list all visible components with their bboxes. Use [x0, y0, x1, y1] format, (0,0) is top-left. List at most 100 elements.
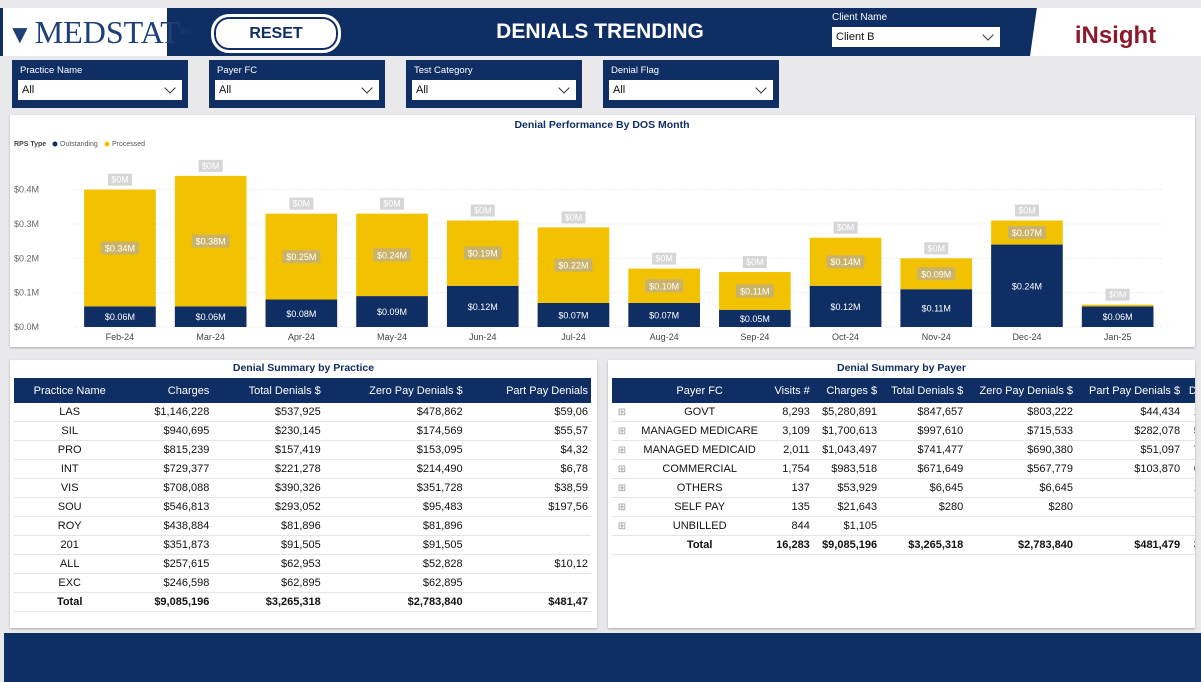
- table-row: ALL $257,615 $62,953 $52,828 $10,12: [14, 554, 591, 574]
- table-cell: [1076, 516, 1184, 536]
- table-cell: $44,434: [1076, 403, 1184, 422]
- table-cell: UNBILLED: [632, 516, 768, 536]
- filter-label: Practice Name: [20, 65, 83, 76]
- header-cell: Payer FC: [632, 378, 768, 403]
- label-bg: [1007, 226, 1046, 240]
- header-cell: Charges: [125, 378, 213, 403]
- table-cell: $38,59: [465, 478, 591, 498]
- table-cell: COMMERCIAL: [632, 459, 768, 479]
- table-cell: 16.: [1183, 403, 1195, 422]
- data-label: $0.10M: [649, 281, 679, 291]
- legend-swatch: [52, 141, 58, 147]
- table-row: 201 $351,873 $91,505 $91,505: [14, 535, 591, 555]
- table-cell: [1076, 478, 1184, 498]
- table-cell: OTHERS: [632, 478, 768, 498]
- header-cell: Charges $: [812, 378, 881, 403]
- table-cell: INT: [14, 459, 126, 479]
- dropdown[interactable]: All: [215, 80, 379, 100]
- table-cell: [880, 516, 967, 536]
- label-bg: [917, 267, 956, 281]
- table-cell: $729,377: [125, 459, 213, 479]
- table-cell: $153,095: [323, 440, 466, 460]
- label-bg: [107, 173, 132, 186]
- table-cell: $6,78: [465, 459, 591, 479]
- data-label: $0.06M: [196, 312, 226, 322]
- table-row: LAS $1,146,228 $537,925 $478,862 $59,06: [14, 403, 591, 422]
- label-bg: [645, 279, 684, 293]
- expand-icon[interactable]: ⊞: [612, 421, 632, 441]
- dropdown[interactable]: All: [412, 80, 576, 100]
- y-tick-label: $0.4M: [14, 185, 39, 195]
- data-label: $0.14M: [831, 257, 861, 267]
- top-label: $0M: [837, 223, 855, 233]
- legend-label: Processed: [112, 141, 145, 148]
- table-cell: $803,222: [966, 403, 1077, 422]
- header-cell: Total Denials $: [212, 378, 324, 403]
- table-row: Total $9,085,196 $3,265,318 $2,783,840 $481,…: [14, 592, 591, 612]
- data-label: $0.05M: [740, 314, 770, 324]
- table-cell: $246,598: [125, 573, 213, 593]
- table-cell: LAS: [14, 403, 126, 422]
- table-cell: $282,078: [1076, 421, 1184, 441]
- expand-icon[interactable]: ⊞: [612, 478, 632, 498]
- table-cell: $293,052: [212, 497, 324, 517]
- dropdown[interactable]: All: [609, 80, 773, 100]
- expand-icon[interactable]: ⊞: [612, 497, 632, 517]
- label-bg: [826, 255, 865, 269]
- x-tick-label: Aug-24: [650, 332, 679, 342]
- payer-panel: Denial Summary by Payer Payer FC Visits #…: [608, 360, 1195, 628]
- bar-segment: [809, 285, 882, 327]
- table-cell: $59,06: [465, 403, 591, 422]
- header-cell: Visits #: [767, 378, 813, 403]
- table-row: PRO $815,239 $157,419 $153,095 $4,32: [14, 440, 591, 460]
- table-cell: $1,146,228: [125, 403, 213, 422]
- table-cell: $6,645: [966, 478, 1077, 498]
- label-bg: [735, 284, 774, 298]
- table-cell: $9,085,196: [125, 592, 213, 612]
- data-label: $0.12M: [831, 302, 861, 312]
- expand-icon[interactable]: ⊞: [612, 440, 632, 460]
- label-bg: [282, 250, 321, 264]
- x-tick-label: Jan-25: [1104, 332, 1132, 342]
- table-cell: $708,088: [125, 478, 213, 498]
- table-cell: 68.: [1183, 459, 1195, 479]
- label-bg: [100, 241, 139, 255]
- label-bg: [924, 242, 949, 255]
- table-cell: SOU: [14, 497, 126, 517]
- label-bg: [554, 258, 593, 272]
- table-cell: $230,145: [212, 421, 324, 441]
- data-label: $0.11M: [922, 304, 951, 314]
- table-cell: $6,645: [880, 478, 967, 498]
- table-cell: $815,239: [125, 440, 213, 460]
- table-row: ⊞ GOVT 8,293 $5,280,891 $847,657 $803,222 $44,…: [612, 403, 1195, 422]
- expand-icon[interactable]: ⊞: [612, 516, 632, 536]
- dropdown[interactable]: All: [18, 80, 182, 100]
- label-bg: [470, 204, 495, 217]
- table-cell: $103,870: [1076, 459, 1184, 479]
- header-cell: Part Pay Denials: [465, 378, 591, 403]
- header-cell: Part Pay Denials $: [1076, 378, 1184, 403]
- reset-button[interactable]: RESET: [211, 14, 341, 53]
- bar-segment: [265, 299, 338, 327]
- table-cell: [1183, 516, 1195, 536]
- dropdown[interactable]: Client B: [832, 27, 1000, 47]
- x-tick-label: Nov-24: [922, 332, 951, 342]
- chart-title: Denial Performance By DOS Month: [514, 119, 689, 131]
- table-cell: $91,505: [323, 535, 466, 555]
- filter-label: Denial Flag: [611, 65, 660, 76]
- bar-segment: [446, 285, 519, 327]
- table-row: ⊞ MANAGED MEDICAID 2,011 $1,043,497 $741,477…: [612, 440, 1195, 460]
- table-cell: Total: [632, 535, 768, 555]
- table-cell: $221,278: [212, 459, 324, 479]
- table-cell: 8,293: [767, 403, 813, 422]
- top-label: $0M: [1018, 206, 1036, 216]
- expand-icon[interactable]: ⊞: [612, 403, 632, 422]
- table-cell: $390,326: [212, 478, 324, 498]
- table-row: ⊞ MANAGED MEDICARE 3,109 $1,700,613 $997,610…: [612, 421, 1195, 441]
- data-label: $0.11M: [740, 286, 769, 296]
- header-row: Practice Name Charges Total Denials $ Zero …: [14, 378, 591, 403]
- label-bg: [373, 248, 412, 262]
- expand-icon[interactable]: ⊞: [612, 459, 632, 479]
- table-cell: $438,884: [125, 516, 213, 536]
